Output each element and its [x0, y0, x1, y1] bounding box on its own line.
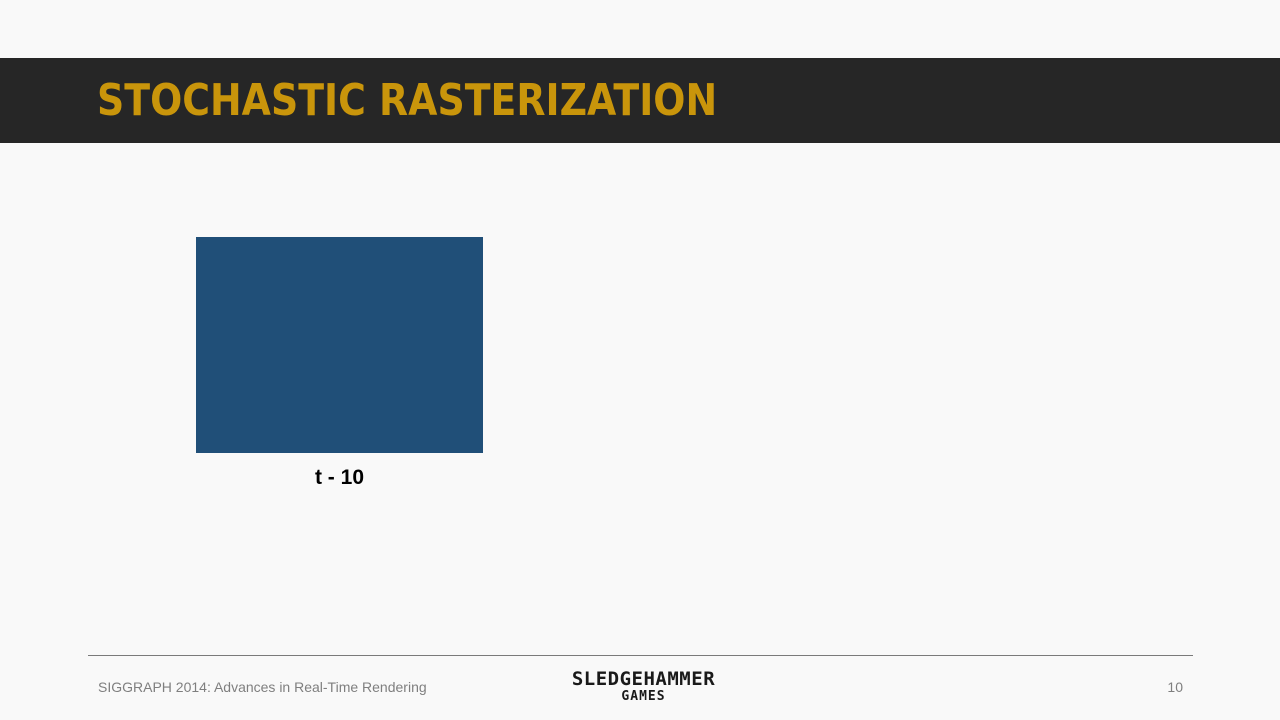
figure-caption: t - 10	[314, 466, 364, 489]
logo-line-1: SLEDGEHAMMER	[571, 668, 716, 690]
sledgehammer-games-logo: SLEDGEHAMMER GAMES	[562, 668, 725, 704]
logo-line-2: GAMES	[621, 689, 666, 704]
title-bar	[0, 58, 1280, 143]
footer-conference-text: SIGGRAPH 2014: Advances in Real-Time Ren…	[98, 679, 427, 695]
slide-title: STOCHASTIC RASTERIZATION	[97, 75, 718, 126]
footer-divider	[88, 655, 1193, 656]
blue-square-figure	[196, 237, 483, 453]
page-number: 10	[1167, 679, 1183, 695]
